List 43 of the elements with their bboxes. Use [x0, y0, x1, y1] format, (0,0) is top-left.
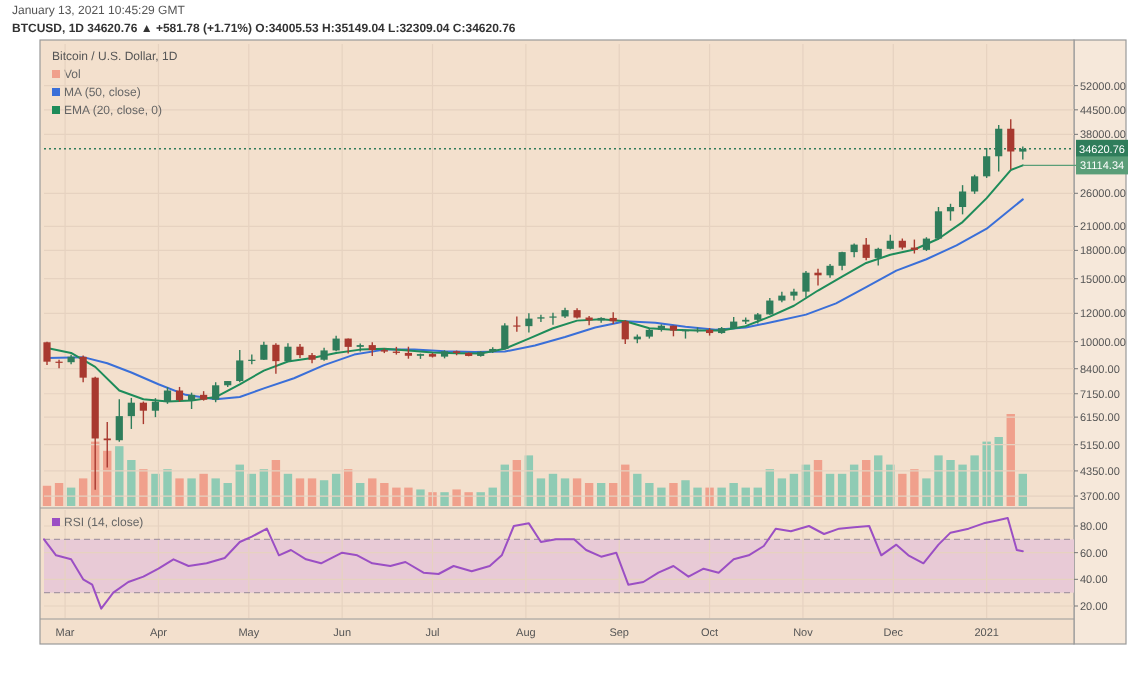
bar: [440, 492, 449, 506]
candlestick: [79, 354, 87, 383]
candlestick: [971, 174, 979, 195]
candlestick: [525, 312, 533, 334]
candlestick: [501, 322, 509, 351]
candlestick: [272, 342, 280, 375]
candlestick: [802, 270, 810, 299]
bar: [368, 478, 377, 506]
candlestick: [513, 315, 521, 333]
candlestick: [151, 397, 160, 418]
candlestick: [549, 312, 557, 326]
line-series: [46, 198, 1024, 401]
bar: [476, 492, 485, 506]
candlestick: [284, 342, 292, 363]
bar: [187, 478, 196, 506]
candlestick: [212, 381, 220, 403]
candlestick: [115, 398, 123, 443]
bar: [175, 478, 184, 506]
line-series: [43, 517, 1024, 610]
bar: [78, 478, 88, 506]
bar: [669, 483, 678, 506]
bar: [572, 478, 582, 506]
line-series: [46, 164, 1024, 403]
candlestick: [790, 288, 798, 302]
candlestick: [1007, 118, 1015, 171]
candlestick: [236, 349, 244, 383]
candlestick: [537, 313, 545, 323]
candlestick: [127, 397, 135, 430]
bar: [211, 478, 220, 506]
candlestick: [621, 319, 629, 345]
candlestick: [862, 237, 870, 261]
bar: [199, 473, 208, 506]
bar: [416, 489, 425, 506]
bar: [295, 478, 305, 506]
candlestick: [958, 184, 967, 216]
candlestick: [934, 206, 943, 241]
bar: [139, 469, 148, 506]
bar: [777, 478, 787, 506]
bar: [560, 478, 570, 506]
bar: [307, 478, 317, 506]
bar: [536, 478, 546, 506]
candlestick: [139, 400, 147, 425]
bar: [127, 460, 136, 506]
